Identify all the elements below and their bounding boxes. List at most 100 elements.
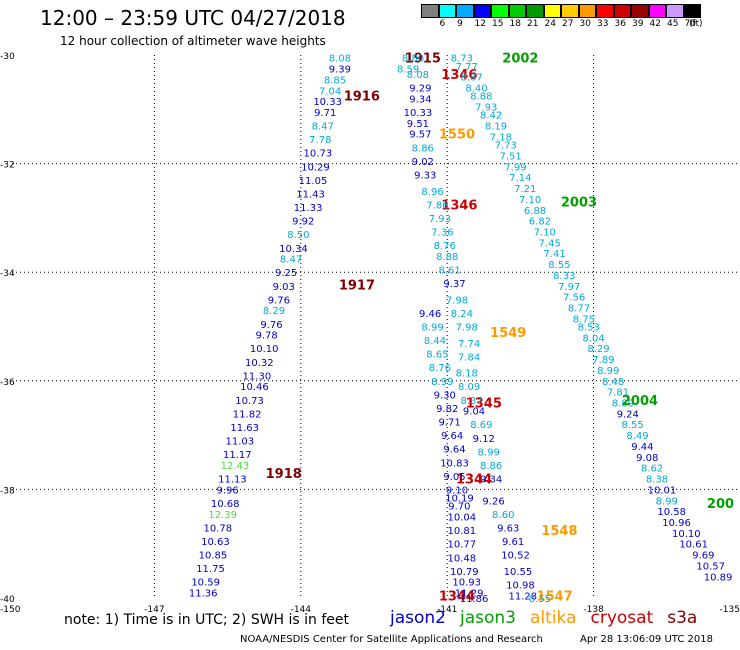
wave-height-value: 8.50 xyxy=(287,230,309,241)
wave-height-value: 9.39 xyxy=(329,65,351,76)
wave-height-value: 10.89 xyxy=(704,572,733,583)
legend-label: 27 xyxy=(562,19,574,29)
pass-time-label: 1344 xyxy=(439,589,475,604)
wave-height-value: 8.08 xyxy=(407,70,429,81)
wave-height-value: 9.57 xyxy=(409,130,431,141)
wave-height-value: 7.10 xyxy=(519,195,541,206)
wave-height-value: 7.93 xyxy=(475,103,497,114)
legend-label: 30 xyxy=(579,19,591,29)
wave-height-value: 9.10 xyxy=(446,485,468,496)
satellite-key: jason2 jason3 altika cryosat s3a xyxy=(390,608,711,628)
wave-height-value: 11.36 xyxy=(189,589,218,600)
wave-height-value: 9.71 xyxy=(314,108,336,119)
wave-height-value: 10.96 xyxy=(662,518,691,529)
legend-swatch xyxy=(438,4,456,18)
legend-swatch xyxy=(631,4,649,18)
wave-height-value: 8.88 xyxy=(436,252,458,263)
wave-height-value: 8.08 xyxy=(329,54,351,65)
wave-height-value: 9.37 xyxy=(443,279,465,290)
wave-height-value: 9.25 xyxy=(275,268,297,279)
wave-height-value: 8.42 xyxy=(480,111,502,122)
wave-height-value: 7.51 xyxy=(500,151,522,162)
wave-height-value: 10.81 xyxy=(448,526,477,537)
wave-height-value: 9.03 xyxy=(273,282,295,293)
wave-height-value: 8.85 xyxy=(324,75,346,86)
wave-height-value: 8.62 xyxy=(641,464,663,475)
pass-time-label: 1547 xyxy=(536,589,572,604)
wave-height-value: 6.82 xyxy=(529,217,551,228)
x-tick-label: -144 xyxy=(291,605,312,615)
wave-height-value: 11.03 xyxy=(225,437,254,448)
wave-height-value: 7.77 xyxy=(456,62,478,73)
wave-height-value: 11.13 xyxy=(218,475,247,486)
wave-height-value: 10.78 xyxy=(204,523,233,534)
wave-height-value: 8.86 xyxy=(480,461,502,472)
wave-height-value: 9.76 xyxy=(268,295,290,306)
wave-height-value: 9.61 xyxy=(502,537,524,548)
wave-height-value: 10.29 xyxy=(301,162,330,173)
legend-label: 39 xyxy=(632,19,644,29)
pass-time-label: 2004 xyxy=(622,394,658,409)
wave-height-value: 7.89 xyxy=(592,355,614,366)
wave-height-value: 9.33 xyxy=(414,170,436,181)
legend-label: 6 xyxy=(439,19,446,29)
wave-height-value: 8.53 xyxy=(578,323,600,334)
wave-height-value: 10.33 xyxy=(404,108,433,119)
pass-time-label: 1915 xyxy=(405,52,441,67)
wave-height-value: 8.55 xyxy=(622,420,644,431)
wave-height-value: 7.36 xyxy=(431,227,453,238)
x-tick-label: -135 xyxy=(720,605,740,615)
legend-label: 12 xyxy=(474,19,486,29)
wave-height-value: 9.70 xyxy=(448,502,470,513)
wave-height-value: 6.88 xyxy=(524,206,546,217)
legend-swatch xyxy=(526,4,544,18)
x-tick-label: -141 xyxy=(437,605,457,615)
wave-height-value: 8.80 xyxy=(402,54,424,65)
wave-height-value: 8.29 xyxy=(587,344,609,355)
wave-height-value: 8.59 xyxy=(397,65,419,76)
wave-height-value: 9.24 xyxy=(617,409,639,420)
wave-height-value: 8.47 xyxy=(280,255,302,266)
y-tick-label: -38 xyxy=(0,486,15,496)
wave-height-value: 9.92 xyxy=(292,217,314,228)
wave-height-value: 8.86 xyxy=(412,143,434,154)
wave-height-value: 8.75 xyxy=(573,314,595,325)
legend-swatch xyxy=(596,4,614,18)
wave-height-value: 10.79 xyxy=(450,567,479,578)
wave-height-value: 12.43 xyxy=(221,461,250,472)
wave-height-value: 10.83 xyxy=(440,458,469,469)
satellite-key-jason2: jason2 xyxy=(390,608,446,628)
wave-height-value: 9.63 xyxy=(497,523,519,534)
wave-height-value: 9.34 xyxy=(480,475,502,486)
wave-height-value: 9.05 xyxy=(443,472,465,483)
wave-height-value: 10.73 xyxy=(235,396,264,407)
wave-height-value: 7.98 xyxy=(456,323,478,334)
pass-time-label: 1344 xyxy=(456,473,492,488)
wave-height-value: 10.98 xyxy=(506,580,535,591)
pass-time-label: 1346 xyxy=(441,68,477,83)
wave-height-value: 7.10 xyxy=(534,227,556,238)
wave-height-value: 9.78 xyxy=(256,331,278,342)
wave-height-value: 11.05 xyxy=(299,176,328,187)
wave-height-value: 8.33 xyxy=(553,271,575,282)
wave-height-value: 10.59 xyxy=(191,578,220,589)
wave-height-value: 10.52 xyxy=(501,551,530,562)
wave-height-value: 7.99 xyxy=(504,162,526,173)
legend-label: 18 xyxy=(509,19,521,29)
wave-height-value: 8.96 xyxy=(421,187,443,198)
wave-height-value: 8.38 xyxy=(646,475,668,486)
wave-height-value: 9.64 xyxy=(441,431,463,442)
wave-height-value: 8.49 xyxy=(626,431,648,442)
pass-time-label: 1917 xyxy=(339,279,375,294)
legend-label: 70 xyxy=(684,19,696,29)
wave-height-value: 10.55 xyxy=(504,567,533,578)
legend-swatch xyxy=(543,4,561,18)
wave-height-value: 8.88 xyxy=(470,92,492,103)
legend-swatch xyxy=(508,4,526,18)
wave-height-value: 11.17 xyxy=(223,450,252,461)
legend-unit: (ft) xyxy=(689,19,703,29)
wave-height-value: 9.69 xyxy=(692,551,714,562)
wave-height-value: 9.82 xyxy=(436,404,458,415)
footer-note: note: 1) Time is in UTC; 2) SWH is in fe… xyxy=(64,612,350,628)
